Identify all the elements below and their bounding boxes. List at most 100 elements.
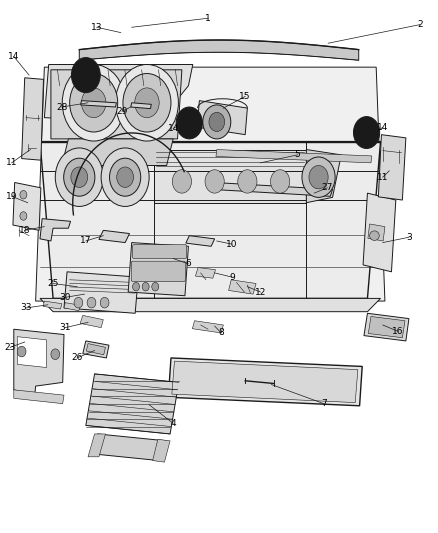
Polygon shape <box>378 135 406 200</box>
Circle shape <box>101 148 149 206</box>
Polygon shape <box>90 434 166 461</box>
Circle shape <box>353 117 380 149</box>
Polygon shape <box>17 337 46 368</box>
Polygon shape <box>79 40 359 60</box>
Text: 25: 25 <box>47 279 59 288</box>
Text: 8: 8 <box>218 328 224 337</box>
Text: 6: 6 <box>186 260 191 268</box>
Polygon shape <box>195 268 215 278</box>
Polygon shape <box>131 103 151 109</box>
Polygon shape <box>197 101 247 135</box>
Text: 14: 14 <box>167 124 179 133</box>
Polygon shape <box>14 390 64 403</box>
Text: 10: 10 <box>226 240 238 249</box>
Text: 5: 5 <box>295 150 300 159</box>
Polygon shape <box>212 182 332 196</box>
Text: 13: 13 <box>91 23 102 32</box>
Polygon shape <box>13 182 41 230</box>
Polygon shape <box>153 150 306 203</box>
Text: 15: 15 <box>240 92 251 101</box>
Text: 11: 11 <box>377 173 389 182</box>
Text: 23: 23 <box>5 343 16 352</box>
Text: 29: 29 <box>117 107 128 116</box>
Polygon shape <box>81 101 117 107</box>
Polygon shape <box>368 317 405 338</box>
Text: 28: 28 <box>56 102 67 111</box>
Text: 14: 14 <box>8 52 19 61</box>
Circle shape <box>271 169 290 193</box>
Polygon shape <box>368 224 385 241</box>
Text: 19: 19 <box>6 192 18 201</box>
Circle shape <box>302 157 335 197</box>
Polygon shape <box>51 70 182 139</box>
Circle shape <box>205 169 224 193</box>
Polygon shape <box>128 243 188 296</box>
Circle shape <box>110 158 141 196</box>
Text: 4: 4 <box>170 419 176 428</box>
Circle shape <box>309 165 328 189</box>
Polygon shape <box>306 150 341 203</box>
Text: 7: 7 <box>321 399 327 408</box>
Circle shape <box>209 112 225 132</box>
Circle shape <box>55 148 103 206</box>
Text: 18: 18 <box>19 226 31 235</box>
Circle shape <box>172 169 191 193</box>
Text: 1: 1 <box>205 14 211 23</box>
Text: 17: 17 <box>80 237 92 246</box>
Polygon shape <box>14 329 64 395</box>
Polygon shape <box>40 142 381 298</box>
Circle shape <box>142 282 149 291</box>
Text: 3: 3 <box>406 233 412 242</box>
Polygon shape <box>192 321 223 333</box>
Polygon shape <box>21 78 43 160</box>
Circle shape <box>74 297 83 308</box>
Text: 33: 33 <box>20 303 32 312</box>
Text: 14: 14 <box>377 123 389 132</box>
FancyBboxPatch shape <box>131 261 185 281</box>
Circle shape <box>20 212 27 220</box>
Text: 11: 11 <box>6 158 18 167</box>
Circle shape <box>64 158 95 196</box>
Text: 26: 26 <box>71 353 83 362</box>
Text: 9: 9 <box>229 273 235 281</box>
Circle shape <box>133 282 140 291</box>
Circle shape <box>203 105 231 139</box>
Circle shape <box>17 346 26 357</box>
Text: 30: 30 <box>60 293 71 302</box>
Polygon shape <box>83 341 109 358</box>
Text: 2: 2 <box>417 20 423 29</box>
Circle shape <box>51 349 60 360</box>
Polygon shape <box>363 193 396 272</box>
Circle shape <box>176 107 202 139</box>
Polygon shape <box>64 272 138 313</box>
Circle shape <box>100 297 109 308</box>
Circle shape <box>81 88 106 118</box>
Polygon shape <box>44 64 193 123</box>
Circle shape <box>87 297 96 308</box>
Ellipse shape <box>370 231 379 240</box>
Polygon shape <box>86 344 106 355</box>
Polygon shape <box>40 298 381 312</box>
Polygon shape <box>168 358 362 406</box>
Text: 27: 27 <box>321 183 333 192</box>
Polygon shape <box>186 236 215 246</box>
Circle shape <box>116 64 178 141</box>
Polygon shape <box>364 313 409 341</box>
Circle shape <box>117 167 134 188</box>
Polygon shape <box>80 316 103 328</box>
Text: 31: 31 <box>60 323 71 332</box>
Circle shape <box>135 88 159 118</box>
FancyBboxPatch shape <box>133 245 187 259</box>
Polygon shape <box>40 219 71 241</box>
Polygon shape <box>86 374 179 434</box>
Polygon shape <box>35 67 385 301</box>
Circle shape <box>71 58 100 93</box>
Circle shape <box>71 167 88 188</box>
Text: 12: 12 <box>255 287 266 296</box>
Polygon shape <box>172 361 358 402</box>
Circle shape <box>123 74 171 132</box>
Polygon shape <box>99 230 130 243</box>
Circle shape <box>70 74 118 132</box>
Circle shape <box>152 282 159 291</box>
Circle shape <box>20 190 27 199</box>
